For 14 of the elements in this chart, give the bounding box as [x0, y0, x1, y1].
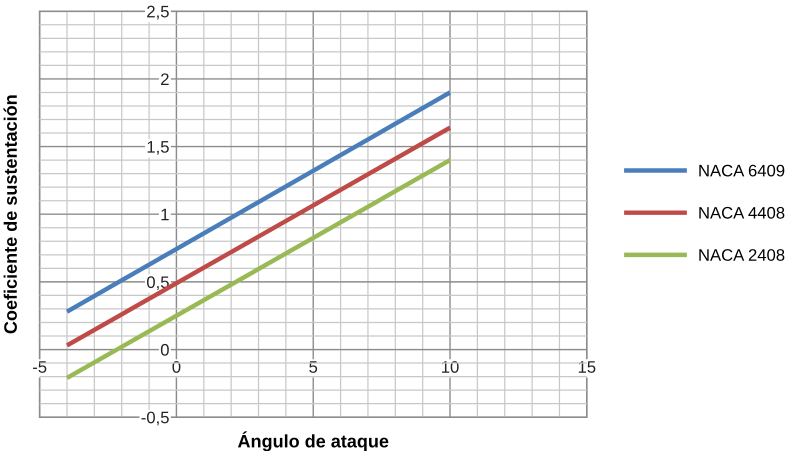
x-tick-label: 5 — [309, 361, 318, 373]
x-axis-title: Ángulo de ataque — [238, 431, 388, 451]
y-tick-label: -0,5 — [142, 412, 169, 426]
legend-label: NACA 6409 — [699, 164, 784, 176]
y-tick-label: 1 — [162, 208, 169, 220]
x-tick-label: -5 — [32, 361, 46, 373]
y-axis-title: Coeficiente de sustentación — [4, 95, 17, 334]
y-tick-label: 2,5 — [147, 6, 169, 20]
legend-label: NACA 2408 — [699, 249, 784, 261]
y-tick-label: 0,5 — [146, 276, 169, 290]
legend-label: NACA 4408 — [699, 206, 784, 219]
y-tick-label: 1,5 — [148, 141, 169, 155]
y-tick-label: 2 — [161, 73, 169, 85]
y-tick-label: 0 — [160, 344, 169, 356]
